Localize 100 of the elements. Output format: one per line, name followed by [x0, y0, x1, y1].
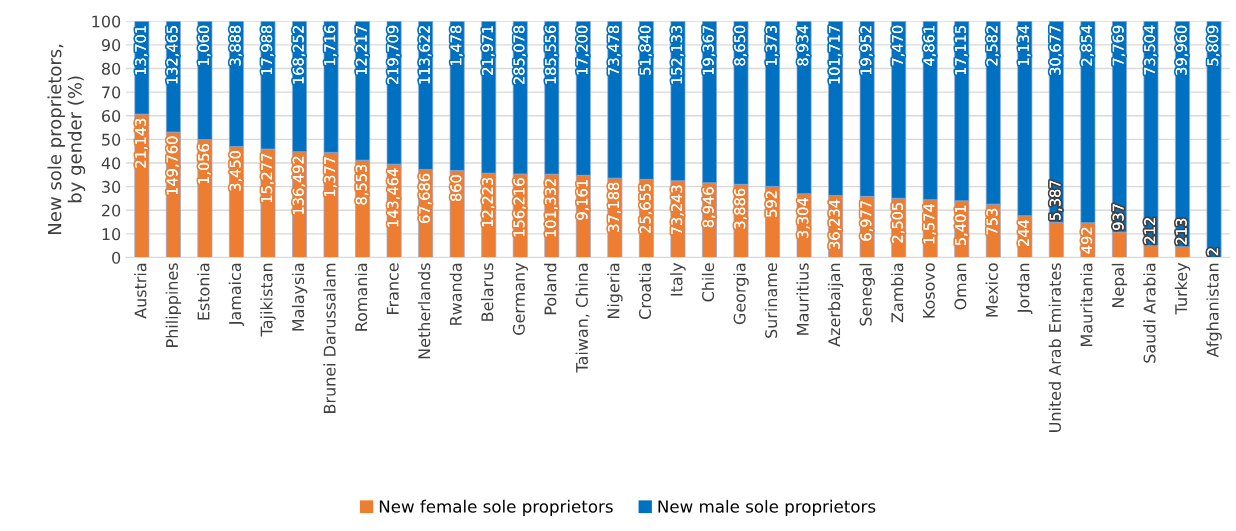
annotation: 67,686 — [418, 173, 432, 223]
annotation: 213 — [1175, 218, 1187, 245]
x-tick-label: Malaysia — [291, 263, 308, 331]
annotation: 3,304 — [797, 198, 810, 238]
annotation: 168,252 — [292, 26, 306, 84]
x-tick-label: Oman — [954, 263, 967, 310]
annotation: 244 — [1018, 220, 1029, 247]
annotation: 17,115 — [955, 26, 968, 75]
annotation: 185,556 — [545, 25, 558, 84]
annotation: 7,769 — [1112, 25, 1126, 66]
x-tick-label: Jordan — [1017, 263, 1033, 315]
annotation: 152,133 — [671, 25, 684, 84]
y-tick-label: 40 — [101, 157, 121, 170]
x-tick-label: United Arab Emirates — [1048, 263, 1062, 432]
annotation: 51,840 — [639, 25, 653, 75]
x-tick-label: Suriname — [764, 263, 778, 338]
annotation: 5,401 — [954, 205, 968, 245]
x-tick-label: Rwanda — [449, 263, 462, 325]
annotation: 17,988 — [261, 25, 274, 75]
x-tick-label: Chile — [701, 263, 715, 302]
annotation: 156,216 — [513, 178, 526, 237]
annotation: 13,701 — [135, 26, 148, 75]
annotation: 753 — [986, 208, 998, 235]
y-axis-title: New sole proprietors, by gender (%) — [47, 44, 86, 234]
annotation: 2,854 — [1081, 25, 1094, 66]
annotation: 2,582 — [986, 26, 1000, 66]
annotation: 212 — [1144, 218, 1156, 244]
annotation: 8,553 — [355, 164, 369, 205]
annotation: 101,717 — [828, 26, 842, 84]
x-tick-label: Mauritius — [796, 263, 809, 335]
annotation: 143,464 — [387, 168, 400, 227]
y-tick-label: 50 — [102, 133, 121, 146]
x-tick-label: Saudi Arabia — [1143, 263, 1156, 363]
x-tick-label: Philippines — [165, 263, 182, 347]
annotation: 3,888 — [229, 25, 243, 66]
annotation: 1,377 — [324, 157, 337, 197]
annotation: 1,134 — [1018, 25, 1031, 65]
annotation: 860 — [450, 175, 462, 201]
x-tick-label: Romania — [354, 263, 368, 331]
y-tick-label: 80 — [101, 62, 121, 75]
x-tick-label: Italy — [670, 262, 686, 296]
annotation: 2,505 — [891, 203, 905, 243]
annotation: 30,677 — [1049, 26, 1063, 75]
y-tick-label: 10 — [102, 228, 121, 241]
annotation: 21,143 — [135, 118, 148, 168]
bar — [1206, 21, 1222, 258]
x-tick-label: Azerbaijan — [827, 263, 844, 347]
annotation: 8,934 — [797, 25, 810, 66]
annotation: 73,243 — [671, 185, 684, 235]
y-tick-label: 20 — [102, 204, 121, 217]
x-tick-label: Zambia — [890, 263, 904, 323]
x-tick-label: Austria — [134, 263, 147, 319]
y-tick-label: 100 — [92, 15, 121, 28]
annotation: 25,655 — [639, 184, 653, 233]
annotation: 39,960 — [1175, 25, 1189, 75]
y-tick-label: 90 — [101, 39, 121, 52]
legend-label: New male sole proprietors — [658, 499, 876, 516]
annotation: 937 — [1112, 204, 1124, 230]
annotation: 285,078 — [513, 25, 526, 85]
annotation: 19,952 — [860, 26, 873, 75]
x-tick-label: Senegal — [859, 263, 875, 326]
y-tick-label: 30 — [102, 180, 121, 193]
x-tick-label: Germany — [512, 262, 528, 335]
x-tick-label: Croatia — [638, 263, 652, 319]
x-tick-label: Poland — [544, 263, 557, 315]
x-tick-label: Netherlands — [417, 263, 431, 359]
y-tick-label: 60 — [102, 109, 121, 123]
x-tick-label: Belarus — [481, 263, 494, 321]
annotation: 17,200 — [576, 25, 590, 75]
annotation: 12,217 — [355, 26, 369, 75]
annotation: 1,574 — [923, 204, 936, 244]
annotation: 149,760 — [166, 136, 180, 195]
annotation: 592 — [765, 191, 777, 217]
annotation: 3,886 — [734, 188, 747, 229]
x-tick-label: Georgia — [733, 263, 749, 325]
annotation: 5,387 — [1049, 180, 1063, 221]
y-tick-label: 0 — [112, 251, 121, 264]
annotation: 132,465 — [166, 26, 180, 84]
annotation: 21,971 — [481, 26, 495, 75]
x-tick-label: Mexico — [985, 263, 998, 317]
x-tick-label: Mauritania — [1080, 263, 1093, 346]
annotation: 5,809 — [1207, 25, 1220, 66]
annotation: 36,234 — [828, 199, 842, 249]
annotation: 9,161 — [576, 180, 590, 220]
annotation: 73,504 — [1144, 25, 1157, 75]
annotation: 101,332 — [545, 179, 558, 237]
x-tick-label: Afghanistan — [1206, 263, 1222, 358]
x-tick-label: Estonia — [197, 263, 210, 320]
annotation: 492 — [1081, 227, 1093, 254]
y-tick-label: 70 — [102, 86, 121, 99]
x-tick-label: Nigeria — [607, 263, 623, 318]
annotation: 3,450 — [229, 150, 243, 191]
legend-label: New female sole proprietors — [379, 499, 613, 516]
x-tick-label: Jamaica — [228, 263, 245, 327]
annotation: 8,650 — [734, 25, 747, 66]
annotation: 6,977 — [860, 201, 873, 241]
annotation: 1,478 — [450, 25, 463, 65]
annotation: 12,223 — [481, 177, 495, 227]
annotation: 2 — [1207, 248, 1219, 256]
x-tick-label: Nepal — [1111, 263, 1128, 307]
